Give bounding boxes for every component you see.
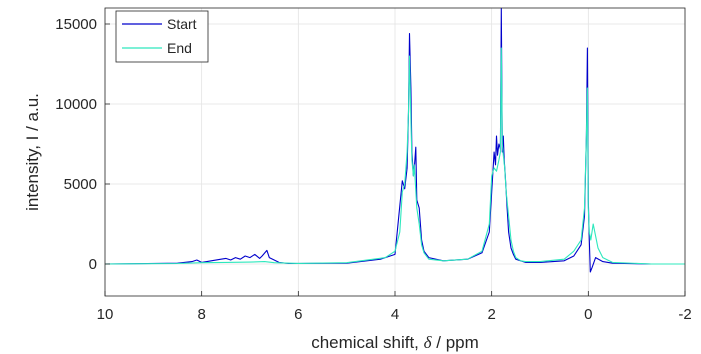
x-tick-label: 2	[487, 306, 495, 323]
series-layer	[105, 8, 685, 273]
legend: Start End	[115, 10, 209, 63]
x-axis-label: chemical shift, δ / ppm	[311, 333, 479, 352]
x-tick-label: 6	[294, 306, 302, 323]
x-tick-label: 10	[97, 306, 114, 323]
x-tick-label: 4	[391, 306, 399, 323]
y-axis-label: intensity, I / a.u.	[23, 93, 42, 211]
y-tick-label: 5000	[64, 176, 97, 193]
y-tick-label: 0	[89, 256, 97, 273]
legend-label-start: Start	[167, 16, 197, 32]
x-tick-label: -2	[678, 306, 691, 323]
x-axis-label-symbol: δ	[424, 333, 433, 352]
legend-box	[115, 10, 209, 63]
x-axis-label-suffix: / ppm	[432, 333, 479, 352]
x-tick-label: 8	[197, 306, 205, 323]
series-line-end	[105, 47, 685, 265]
legend-label-end: End	[167, 40, 192, 56]
x-tick-label: 0	[584, 306, 592, 323]
x-axis-ticks: 10 8 6 4 2 0 -2	[97, 291, 692, 323]
y-axis-ticks: 0 5000 10000 15000	[55, 16, 110, 273]
y-tick-label: 15000	[55, 16, 97, 33]
y-tick-label: 10000	[55, 96, 97, 113]
x-axis-label-prefix: chemical shift,	[311, 333, 423, 352]
